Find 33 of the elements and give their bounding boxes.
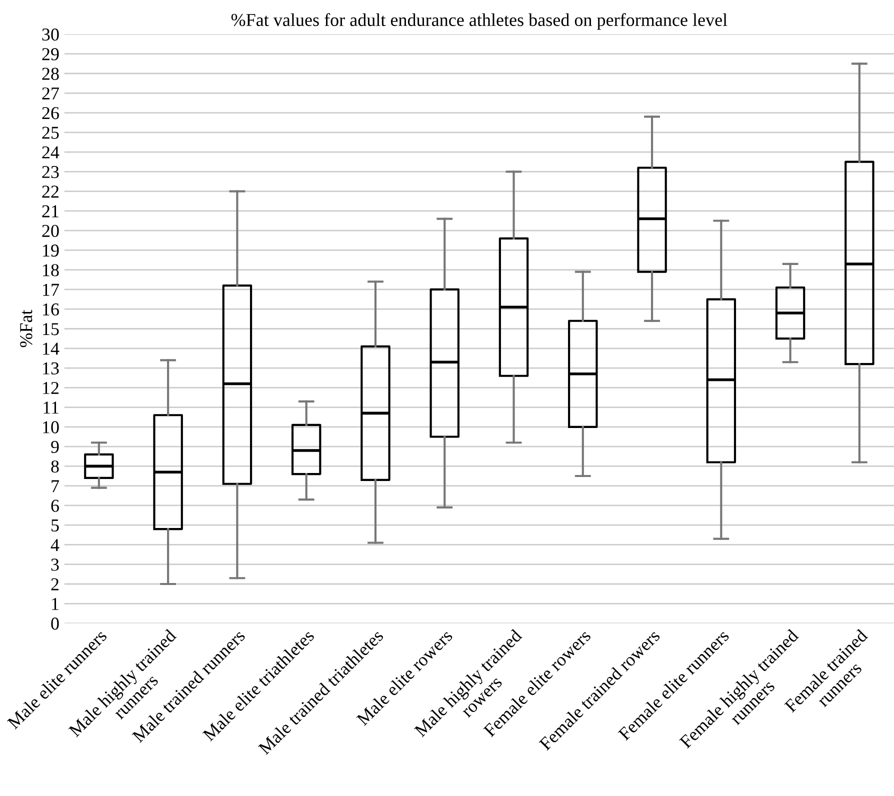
y-tick-label: 16 bbox=[43, 303, 59, 316]
y-tick-label: 23 bbox=[42, 166, 59, 178]
y-tick-label: 18 bbox=[43, 264, 59, 276]
y-tick-label: 11 bbox=[44, 402, 58, 414]
y-tick-label: 12 bbox=[43, 382, 59, 394]
y-tick-label: 26 bbox=[42, 107, 59, 120]
y-tick-label: 27 bbox=[42, 87, 59, 100]
y-tick-label: 3 bbox=[51, 558, 59, 571]
y-tick-label: 6 bbox=[51, 500, 59, 512]
y-tick-label: 20 bbox=[42, 224, 59, 238]
y-tick-label: 22 bbox=[42, 186, 59, 198]
y-tick-label: 21 bbox=[42, 205, 58, 218]
y-tick-label: 25 bbox=[42, 126, 59, 139]
y-tick-label: 30 bbox=[42, 28, 59, 41]
y-tick-label: 10 bbox=[43, 421, 59, 434]
y-tick-label: 7 bbox=[52, 480, 59, 492]
y-tick-label: 2 bbox=[51, 578, 59, 590]
chart-title: %Fat values for adult endurance athletes based on performance level bbox=[231, 13, 728, 30]
y-axis-title: %Fat bbox=[20, 310, 32, 348]
y-tick-label: 14 bbox=[43, 342, 60, 355]
y-tick-label: 19 bbox=[43, 244, 59, 257]
y-tick-label: 0 bbox=[51, 618, 59, 630]
y-tick-label: 4 bbox=[50, 539, 60, 551]
y-tick-label: 9 bbox=[51, 440, 59, 453]
y-tick-label: 5 bbox=[52, 520, 59, 532]
y-tick-label: 15 bbox=[43, 323, 59, 336]
y-tick-label: 13 bbox=[43, 362, 59, 374]
y-tick-label: 28 bbox=[42, 68, 59, 80]
y-tick-label: 24 bbox=[42, 146, 60, 158]
y-tick-label: 29 bbox=[42, 48, 59, 60]
y-tick-label: 1 bbox=[52, 598, 58, 610]
y-tick-label: 17 bbox=[43, 284, 59, 296]
y-tick-label: 8 bbox=[51, 460, 59, 473]
